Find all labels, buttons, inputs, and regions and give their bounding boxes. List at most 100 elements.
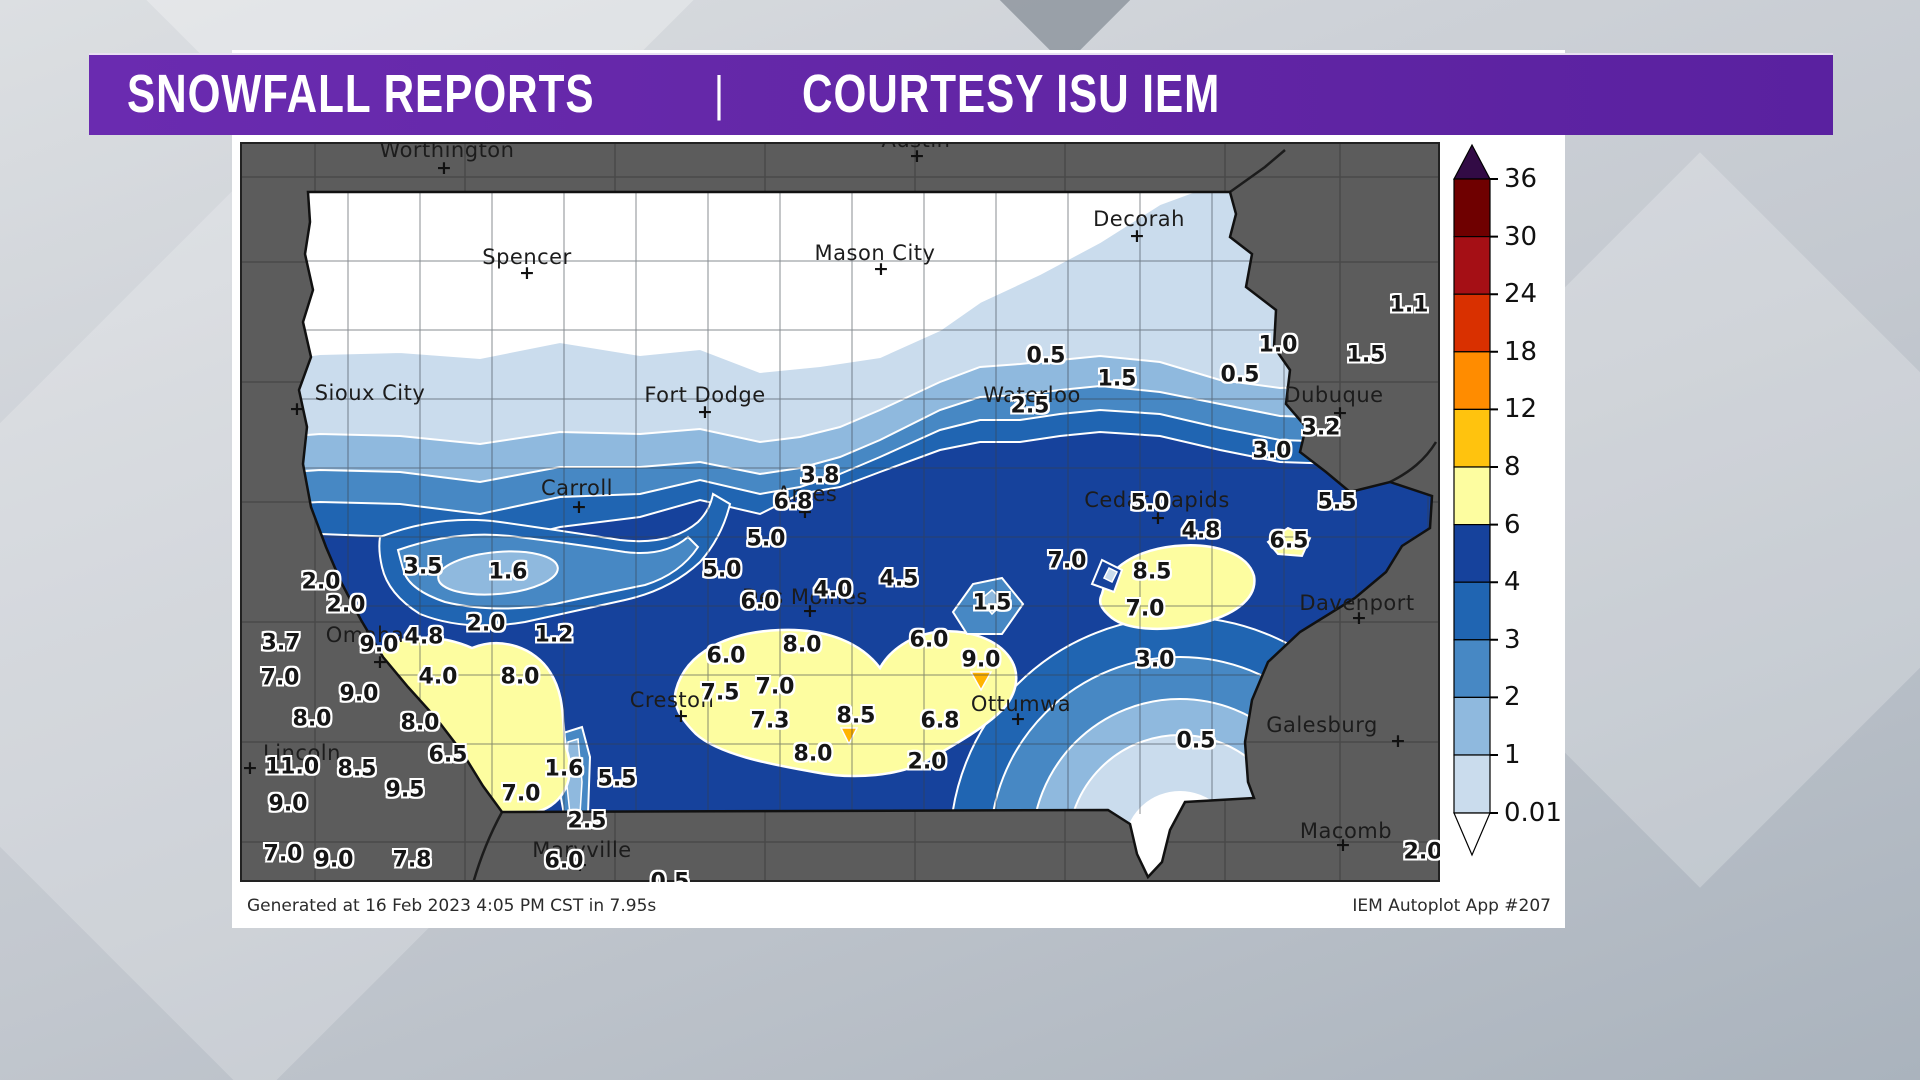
legend-tick-label: 36 — [1504, 164, 1538, 194]
snow-report-value: 2.0 — [466, 611, 506, 637]
city-marker-icon: + — [1012, 394, 1028, 416]
lower-third-banner: SNOWFALL REPORTS | COURTESY ISU IEM — [89, 53, 1833, 135]
snow-report-value: 2.0 — [326, 592, 366, 618]
snow-report-value: 5.0 — [1130, 490, 1170, 516]
city-label: Lincoln — [263, 741, 341, 765]
banner-title: SNOWFALL REPORTS — [127, 64, 595, 125]
snow-report-value: 4.8 — [404, 624, 444, 650]
snow-report-value: 2.5 — [567, 808, 607, 834]
iem-autoplot-figure: Worthington+Austin+Spencer+Mason City+De… — [232, 50, 1565, 928]
snow-report-value: 5.0 — [702, 557, 742, 583]
city-label: Decorah — [1093, 207, 1185, 231]
snow-report-value: 4.0 — [418, 664, 458, 690]
snow-report-value: 1.5 — [1097, 366, 1137, 392]
city-marker-icon: + — [873, 258, 889, 280]
snow-report-value: 1.5 — [972, 590, 1012, 616]
city-marker-icon: + — [1332, 402, 1348, 424]
city-label: Waterloo — [983, 383, 1081, 407]
city-marker-icon: + — [1129, 225, 1145, 247]
snow-report-value: 2.0 — [1403, 839, 1440, 865]
snow-report-value: 6.8 — [920, 708, 960, 734]
city-label: Fort Dodge — [644, 383, 766, 407]
city-marker-icon: + — [797, 501, 813, 523]
legend-tick-label: 24 — [1504, 279, 1538, 310]
snow-report-value: 1.6 — [544, 756, 584, 782]
city-marker-icon: + — [1150, 507, 1166, 529]
snow-report-value: 7.3 — [750, 708, 790, 734]
snow-report-value: 7.0 — [755, 674, 795, 700]
snow-report-value: 1.1 — [1389, 292, 1429, 318]
city-label: Cedar Rapids — [1084, 488, 1230, 512]
snow-report-value: 5.0 — [746, 526, 786, 552]
snow-report-value: 2.5 — [1010, 393, 1050, 419]
snow-report-value: 5.5 — [1317, 489, 1357, 515]
snow-report-value: 3.0 — [1135, 647, 1175, 673]
snow-report-value: 7.0 — [260, 665, 300, 691]
legend-tick-label: 6 — [1504, 509, 1521, 540]
city-marker-icon: + — [372, 651, 388, 673]
snowfall-legend: 36 30 24 18 12 8 6 4 3 2 1 0.01 — [1450, 143, 1570, 859]
city-label: Davenport — [1299, 591, 1415, 615]
snow-report-value: 7.0 — [501, 781, 541, 807]
city-marker-icon: + — [909, 145, 925, 167]
city-label: Austin — [882, 142, 951, 152]
iowa-snowfall-map: Worthington+Austin+Spencer+Mason City+De… — [240, 142, 1440, 882]
snow-report-value: 9.5 — [385, 777, 425, 803]
snow-report-value: 1.2 — [534, 622, 574, 648]
snow-report-value: 9.0 — [268, 791, 308, 817]
snow-report-value: 8.0 — [500, 664, 540, 690]
snow-report-value: 2.0 — [907, 749, 947, 775]
snow-report-value: 0.5 — [1176, 728, 1216, 754]
city-marker-icon: + — [1390, 730, 1406, 752]
snow-report-value: 2.0 — [301, 569, 341, 595]
city-marker-icon: + — [1335, 834, 1351, 856]
autoplot-credit: IEM Autoplot App #207 — [1352, 896, 1551, 916]
city-marker-icon: + — [571, 496, 587, 518]
snow-report-value: 6.5 — [428, 742, 468, 768]
city-label: Worthington — [379, 142, 515, 162]
snow-report-value: 4.0 — [813, 577, 853, 603]
legend-tick-label: 4 — [1504, 567, 1521, 598]
snow-report-value: 7.0 — [1125, 596, 1165, 622]
city-label: Creston — [629, 688, 715, 712]
snow-report-value: 4.8 — [1181, 518, 1221, 544]
city-label: Maryville — [532, 838, 632, 862]
snow-report-value: 7.0 — [1047, 548, 1087, 574]
legend-tick-label: 3 — [1504, 624, 1521, 655]
legend-tick-label: 12 — [1504, 394, 1538, 425]
snow-report-value: 7.0 — [263, 841, 303, 867]
snow-report-value: 6.0 — [706, 643, 746, 669]
snow-report-value: 3.7 — [261, 630, 301, 656]
snow-report-value: 6.8 — [773, 489, 813, 515]
snow-report-value: 7.8 — [392, 847, 432, 873]
city-label: Dubuque — [1284, 383, 1384, 407]
snow-report-value: 4.5 — [879, 566, 919, 592]
colorbar — [1453, 143, 1498, 857]
city-marker-icon: + — [572, 854, 588, 876]
snow-report-value: 0.5 — [650, 869, 690, 883]
city-marker-icon: + — [289, 398, 305, 420]
city-marker-icon: + — [1351, 607, 1367, 629]
banner-courtesy: COURTESY ISU IEM — [802, 64, 1221, 125]
snow-report-value: 8.5 — [337, 756, 377, 782]
legend-tick-label: 18 — [1504, 336, 1538, 367]
snow-report-value: 6.0 — [909, 627, 949, 653]
city-marker-icon: + — [802, 600, 818, 622]
snow-report-value: 9.0 — [314, 847, 354, 873]
legend-tick-label: 1 — [1504, 740, 1521, 770]
city-marker-icon: + — [697, 401, 713, 423]
snow-report-value: 8.0 — [292, 706, 332, 732]
snow-report-value: 8.0 — [400, 710, 440, 736]
city-label: Carroll — [541, 476, 613, 500]
colorbar-over-arrow — [1453, 143, 1491, 180]
snow-report-value: 3.8 — [800, 463, 840, 489]
colorbar-ticks — [1490, 178, 1498, 814]
city-marker-icon: + — [436, 157, 452, 179]
snow-report-value: 8.0 — [793, 741, 833, 767]
legend-tick-label: 30 — [1504, 221, 1538, 252]
snow-report-value: 11.0 — [264, 754, 320, 780]
banner-divider: | — [714, 67, 725, 122]
snow-report-value: 0.5 — [1220, 362, 1260, 388]
snow-report-value: 6.0 — [544, 848, 584, 874]
snow-report-value: 1.0 — [1258, 332, 1298, 358]
